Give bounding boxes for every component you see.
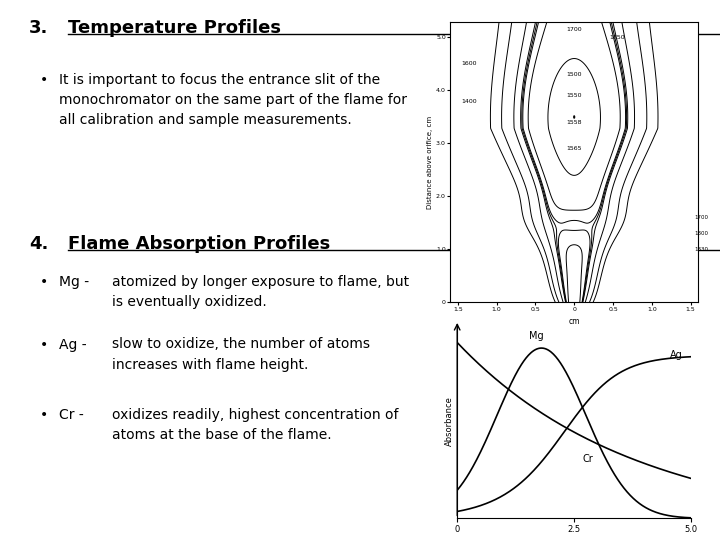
Text: •: •: [40, 275, 48, 289]
Text: 1700: 1700: [567, 27, 582, 32]
Text: 1550: 1550: [567, 93, 582, 98]
Text: 4.: 4.: [29, 235, 48, 253]
Text: 3.: 3.: [29, 19, 48, 37]
Text: 1565: 1565: [567, 146, 582, 151]
Text: oxidizes readily, highest concentration of
atoms at the base of the flame.: oxidizes readily, highest concentration …: [112, 408, 398, 442]
Text: •: •: [40, 338, 48, 352]
Y-axis label: Distance above orifice, cm: Distance above orifice, cm: [427, 116, 433, 208]
Text: 1600: 1600: [462, 62, 477, 66]
Text: Cr: Cr: [583, 454, 593, 464]
Text: Mg: Mg: [529, 330, 544, 341]
Text: 1400: 1400: [462, 99, 477, 104]
Text: Ag -: Ag -: [59, 338, 86, 352]
Text: Cr -: Cr -: [59, 408, 84, 422]
Y-axis label: Absorbance: Absorbance: [446, 396, 454, 446]
X-axis label: cm: cm: [569, 317, 580, 326]
Text: 1500: 1500: [567, 72, 582, 77]
Text: slow to oxidize, the number of atoms
increases with flame height.: slow to oxidize, the number of atoms inc…: [112, 338, 369, 372]
Text: •: •: [40, 408, 48, 422]
Text: Ag: Ag: [670, 350, 683, 361]
Text: Temperature Profiles: Temperature Profiles: [68, 19, 282, 37]
Text: Mg -: Mg -: [59, 275, 89, 289]
Text: atomized by longer exposure to flame, but
is eventually oxidized.: atomized by longer exposure to flame, bu…: [112, 275, 409, 309]
Text: Flame Absorption Profiles: Flame Absorption Profiles: [68, 235, 330, 253]
Text: •: •: [40, 73, 48, 87]
Text: It is important to focus the entrance slit of the
monochromator on the same part: It is important to focus the entrance sl…: [59, 73, 407, 127]
Text: Burner tip: Burner tip: [555, 342, 593, 351]
Text: 1700: 1700: [695, 215, 708, 220]
Text: 1830: 1830: [695, 247, 708, 252]
Text: 1750: 1750: [609, 35, 625, 40]
Text: 1558: 1558: [567, 120, 582, 125]
Text: 1800: 1800: [695, 231, 708, 236]
